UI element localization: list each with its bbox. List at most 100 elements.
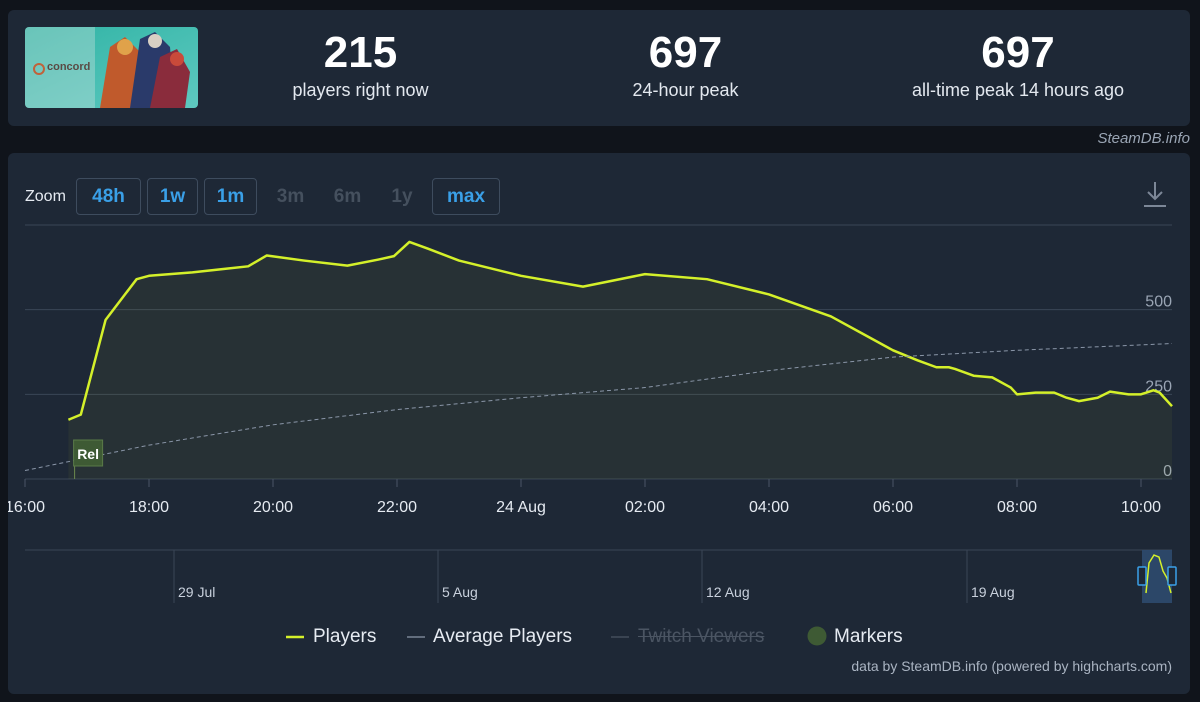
players-point	[1016, 394, 1017, 395]
stat-players-now: 215 players right now	[258, 28, 463, 102]
game-capsule-image[interactable]: concord	[25, 27, 198, 108]
zoom-3m-button: 3m	[263, 178, 318, 215]
players-point	[948, 367, 949, 368]
players-point	[973, 375, 974, 376]
peak-24h-value: 697	[648, 28, 723, 77]
zoom-48h-button[interactable]: 48h	[76, 178, 141, 215]
x-tick-label: 10:00	[1121, 499, 1161, 516]
players-point	[223, 268, 224, 269]
players-point	[1078, 401, 1079, 402]
twitch-line-icon	[611, 636, 629, 638]
players-point	[1066, 397, 1067, 398]
players-point	[1097, 397, 1098, 398]
stat-24h-peak: 697 24-hour peak	[583, 28, 788, 102]
players-now-value: 215	[323, 28, 398, 77]
all-time-peak-value: 697	[981, 28, 1055, 77]
game-art-icon	[25, 27, 198, 108]
players-point	[1159, 392, 1160, 393]
release-marker	[73, 439, 104, 467]
players-point	[644, 274, 645, 275]
players-point	[427, 248, 428, 249]
legend-markers-label: Markers	[834, 626, 903, 647]
players-point	[917, 360, 918, 361]
x-tick-label: 04:00	[749, 499, 789, 516]
players-point	[768, 294, 769, 295]
players-now-label: players right now	[292, 80, 429, 100]
players-point	[148, 275, 149, 276]
navigator-date-label: 12 Aug	[706, 584, 750, 600]
navigator-series-line	[1145, 554, 1172, 594]
chart-legend: Players Average Players Twitch Viewers M…	[8, 624, 1190, 652]
chart-card: Zoom 48h 1w 1m 3m 6m 1y max 0 250 500 16:00…	[8, 153, 1190, 694]
zoom-1m-button[interactable]: 1m	[204, 178, 257, 215]
game-logo-text: concord	[47, 61, 91, 73]
release-marker-label: Rel	[77, 446, 99, 462]
players-point	[409, 241, 410, 242]
players-point	[954, 368, 955, 369]
players-point	[393, 256, 394, 257]
x-tick-label: 22:00	[377, 499, 417, 516]
players-point	[303, 260, 304, 261]
navigator-date-label: 29 Jul	[178, 584, 215, 600]
players-point	[248, 266, 249, 267]
players-point	[936, 367, 937, 368]
players-point	[378, 259, 379, 260]
navigator-date-label: 5 Aug	[442, 584, 478, 600]
players-point	[1054, 392, 1055, 393]
average-line-icon	[407, 636, 425, 638]
players-point	[266, 255, 267, 256]
marker-dot-icon	[807, 626, 827, 646]
zoom-max-button[interactable]: max	[432, 178, 500, 215]
players-point	[1010, 387, 1011, 388]
navigator-right-handle	[1167, 566, 1177, 586]
legend-twitch-label: Twitch Viewers	[638, 626, 765, 647]
peak-24h-label: 24-hour peak	[632, 80, 739, 100]
x-tick-label: 02:00	[625, 499, 665, 516]
players-point	[992, 377, 993, 378]
players-point	[1035, 392, 1036, 393]
x-tick-label: 08:00	[997, 499, 1037, 516]
x-tick-label: 16:00	[8, 499, 45, 516]
x-tick-label: 18:00	[129, 499, 169, 516]
players-point	[1140, 394, 1141, 395]
x-tick-label: 20:00	[253, 499, 293, 516]
zoom-1w-button[interactable]: 1w	[147, 178, 198, 215]
zoom-label: Zoom	[25, 188, 66, 205]
players-point	[136, 279, 137, 280]
x-tick-label: 06:00	[873, 499, 913, 516]
players-point	[458, 260, 459, 261]
highcharts-credit[interactable]: data by SteamDB.info (powered by highcha…	[851, 658, 1172, 674]
players-point	[347, 265, 348, 266]
players-area	[68, 241, 1172, 479]
stats-card: concord 215 players right now 697 24-hou…	[8, 10, 1190, 126]
players-point	[1109, 391, 1110, 392]
players-point	[192, 272, 193, 273]
players-point	[520, 275, 521, 276]
players-point	[861, 333, 862, 334]
players-point	[582, 286, 583, 287]
players-point	[80, 414, 81, 415]
players-point	[1128, 394, 1129, 395]
all-time-peak-label: all-time peak 14 hours ago	[911, 80, 1125, 100]
y-tick-label: 500	[1145, 294, 1172, 311]
navigator-date-label: 19 Aug	[971, 584, 1015, 600]
players-point	[68, 419, 69, 420]
y-tick-label: 0	[1163, 463, 1172, 480]
players-point	[706, 279, 707, 280]
players-point	[1153, 390, 1154, 391]
x-tick-label: 24 Aug	[496, 499, 546, 516]
zoom-6m-button: 6m	[320, 178, 375, 215]
players-line-icon	[286, 635, 304, 639]
legend-players-label: Players	[313, 626, 377, 647]
players-point	[892, 350, 893, 351]
stat-all-time-peak: 697 all-time peak 14 hours ago	[873, 28, 1163, 102]
players-point	[830, 316, 831, 317]
steamdb-credit-top[interactable]: SteamDB.info	[1097, 130, 1190, 147]
legend-average-label: Average Players	[433, 626, 573, 647]
download-icon[interactable]	[1141, 179, 1169, 209]
zoom-1y-button: 1y	[377, 178, 427, 215]
average-players-line	[24, 343, 1173, 472]
players-point	[105, 319, 106, 320]
players-point	[1171, 406, 1172, 407]
